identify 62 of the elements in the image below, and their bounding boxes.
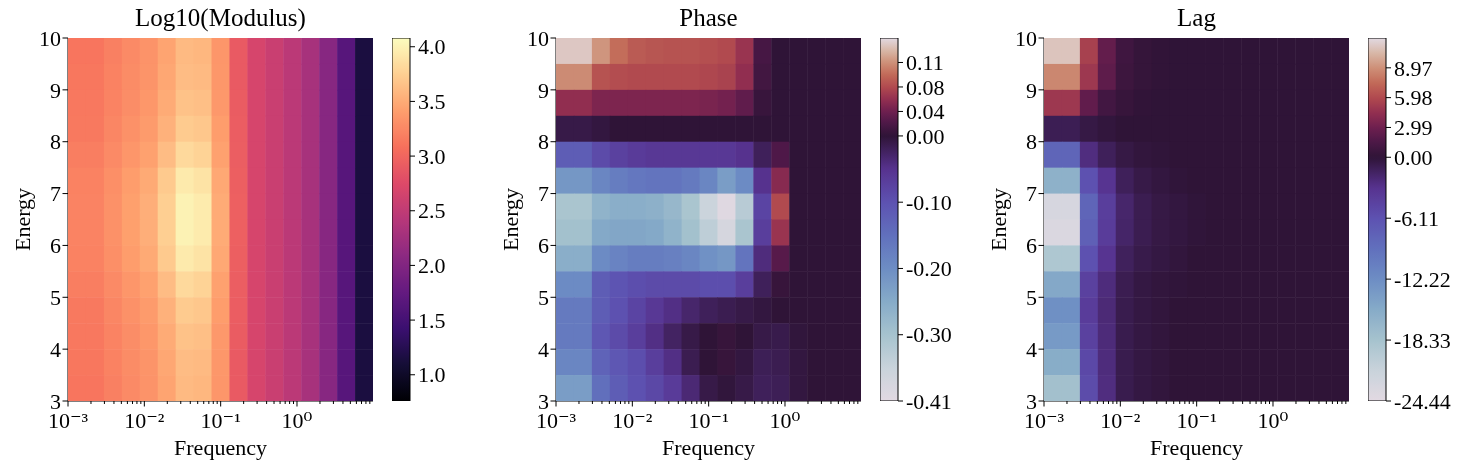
x-tick-label: 10⁰ (1257, 408, 1289, 433)
y-tick-label: 8 (50, 129, 61, 155)
color-bar-label: 0.04 (906, 99, 945, 125)
color-bar-label: 2.0 (418, 253, 446, 279)
color-bar-label: -0.10 (906, 189, 952, 215)
y-tick-label: 10 (39, 25, 61, 51)
color-bar-label: 1.0 (418, 362, 446, 388)
y-tick-label: 10 (527, 25, 549, 51)
color-bar-label: -24.44 (1394, 388, 1451, 414)
color-bar-label: -6.11 (1394, 205, 1440, 231)
x-tick-label: 10⁰ (281, 408, 313, 433)
y-tick-label: 4 (538, 336, 549, 362)
y-tick-label: 4 (1026, 336, 1037, 362)
color-bar-label: 3.5 (418, 89, 446, 115)
color-bar-label: 0.00 (1394, 144, 1433, 170)
color-bar-label: 2.99 (1394, 115, 1433, 141)
y-tick-label: 5 (538, 284, 549, 310)
y-tick-label: 7 (50, 181, 61, 207)
y-tick-label: 6 (1026, 233, 1037, 259)
y-tick-label: 10 (1015, 25, 1037, 51)
color-bar-label: -12.22 (1394, 266, 1451, 292)
color-bar-label: -0.30 (906, 322, 952, 348)
y-tick-label: 6 (538, 233, 549, 259)
x-tick-label: 10⁻¹ (200, 408, 241, 433)
color-bar-label: -0.20 (906, 256, 952, 282)
chart-title: Lag (1177, 4, 1216, 31)
y-tick-label: 9 (538, 77, 549, 103)
color-bar-label: 0.08 (906, 74, 945, 100)
x-axis-title: Frequency (1150, 435, 1243, 460)
color-bar-label: 0.11 (906, 50, 944, 76)
color-bar-label: 2.5 (418, 198, 446, 224)
color-bar-label: 0.00 (906, 123, 945, 149)
y-axis-title: Energy (985, 187, 1011, 252)
color-bar-label: 4.0 (418, 34, 446, 60)
x-axis-title: Frequency (662, 435, 755, 460)
color-bar-label: -18.33 (1394, 327, 1451, 353)
y-tick-label: 8 (538, 129, 549, 155)
y-axis-title: Energy (497, 187, 523, 252)
x-tick-label: 10⁻² (124, 408, 165, 433)
color-bar-label: 3.0 (418, 143, 446, 169)
x-tick-label: 10⁰ (769, 408, 801, 433)
y-tick-label: 4 (50, 336, 61, 362)
y-tick-label: 5 (1026, 284, 1037, 310)
y-axis-title: Energy (9, 187, 35, 252)
x-tick-label: 10⁻¹ (1176, 408, 1217, 433)
color-bar-label: 1.5 (418, 307, 446, 333)
y-tick-label: 6 (50, 233, 61, 259)
color-bar-label: 5.98 (1394, 85, 1433, 111)
y-tick-label: 7 (1026, 181, 1037, 207)
x-tick-label: 10⁻² (612, 408, 653, 433)
chart-title: Phase (679, 4, 738, 31)
y-tick-label: 9 (50, 77, 61, 103)
x-tick-label: 10⁻¹ (688, 408, 729, 433)
y-tick-label: 9 (1026, 77, 1037, 103)
y-tick-label: 7 (538, 181, 549, 207)
x-axis-title: Frequency (174, 435, 267, 460)
y-tick-label: 8 (1026, 129, 1037, 155)
y-tick-label: 5 (50, 284, 61, 310)
chart-title: Log10(Modulus) (135, 4, 306, 31)
color-bar-label: -0.41 (906, 388, 952, 414)
color-bar-label: 8.97 (1394, 55, 1433, 81)
x-tick-label: 10⁻² (1100, 408, 1141, 433)
